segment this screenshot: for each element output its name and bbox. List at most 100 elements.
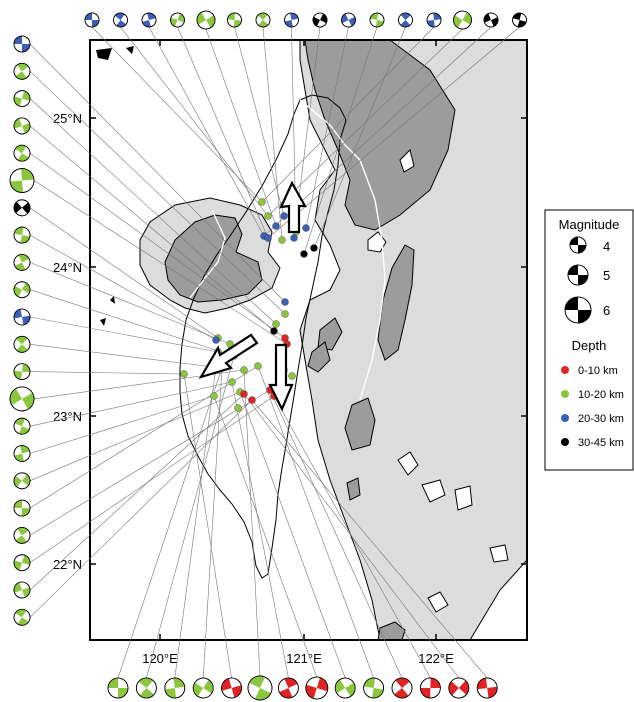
epicenter-24 [180, 370, 188, 378]
legend-depth-label-0: 0-10 km [578, 365, 618, 377]
beachball-top-9 [341, 12, 356, 28]
epicenter-11 [310, 244, 318, 252]
beachball-left-2 [13, 90, 31, 107]
lat-label-25: 25°N [53, 111, 82, 126]
legend-mag-5: 5 [603, 268, 610, 283]
epicenter-10 [300, 250, 308, 258]
epicenter-4 [272, 222, 280, 230]
legend-ball-6 [564, 296, 592, 324]
beachball-bottom-3 [192, 677, 214, 699]
epicenter-3 [264, 234, 272, 242]
epicenter-8 [290, 234, 298, 242]
beachball-left-11 [13, 335, 31, 353]
anomaly-dark-blob-4 [346, 477, 361, 501]
beachball-bottom-12 [448, 677, 470, 699]
map-layers [96, 40, 527, 640]
beachball-left-19 [13, 554, 31, 572]
beachballs [9, 10, 527, 701]
beachball-left-13 [9, 386, 35, 412]
legend-depth-dot-0 [561, 366, 569, 374]
beachball-left-9 [13, 281, 31, 299]
beachball-top-0 [84, 12, 100, 28]
legend-depth-title: Depth [572, 338, 607, 353]
beachball-top-6 [255, 12, 271, 28]
lat-label-22: 22°N [53, 557, 82, 572]
beachball-bottom-2 [164, 677, 186, 699]
epicenter-9 [302, 224, 310, 232]
beachball-bottom-5 [247, 675, 273, 701]
beachball-top-13 [453, 10, 472, 30]
anomaly-dark-blob-1 [317, 317, 343, 351]
anomaly-light-patch-5 [454, 485, 473, 511]
beachball-left-3 [13, 117, 31, 135]
beachball-top-5 [227, 12, 242, 28]
connector-lines [29, 26, 520, 679]
legend-depth-label-2: 20-30 km [578, 413, 624, 425]
anomaly-dark-west [164, 214, 263, 303]
beachball-bottom-10 [391, 677, 413, 699]
beachball-left-14 [13, 417, 31, 435]
legend-box [544, 209, 634, 471]
legend-depth-dot-1 [561, 390, 569, 398]
lon-label-122: 122°E [418, 651, 454, 666]
arrow-southwest [198, 333, 259, 379]
epicenter-0 [258, 198, 266, 206]
epicenter-29 [254, 362, 262, 370]
beachball-left-8 [13, 253, 31, 271]
legend-magnitude-balls [564, 236, 592, 324]
anomaly-light-patch-3 [397, 451, 419, 476]
map-frame [89, 39, 528, 641]
legend-depth-label-3: 30-45 km [578, 437, 624, 449]
beachball-left-17 [13, 499, 31, 517]
anomaly-light-patch-7 [427, 591, 449, 613]
anomaly-dark-blob-5 [377, 621, 406, 640]
legend-depth-classes: 0-10 km 10-20 km 20-30 km 30-45 km [561, 365, 624, 449]
beachball-left-5 [9, 168, 35, 193]
taiwan-coastline [179, 94, 347, 579]
lat-label-24: 24°N [53, 260, 82, 275]
beachball-left-0 [13, 35, 31, 53]
beachball-bottom-0 [107, 677, 129, 699]
beachball-bottom-7 [305, 676, 329, 700]
axis-ticks [90, 40, 527, 640]
epicenter-33 [248, 396, 256, 404]
beachball-bottom-6 [277, 677, 299, 699]
beachball-top-2 [141, 12, 157, 28]
beachball-bottom-4 [221, 677, 243, 699]
beachball-bottom-9 [363, 677, 385, 699]
epicenter-5 [280, 212, 288, 220]
anomaly-dark-blob-3 [344, 397, 376, 451]
beachball-top-3 [170, 12, 185, 28]
epicenter-25 [240, 366, 248, 374]
beachball-left-1 [13, 62, 31, 80]
anomaly-light-patch-4 [421, 479, 446, 503]
beachball-top-7 [284, 12, 299, 28]
beachball-bottom-13 [476, 677, 498, 699]
lon-label-121: 121°E [286, 651, 322, 666]
beachball-left-7 [13, 226, 31, 244]
epicenter-19 [212, 336, 220, 344]
beachball-top-4 [196, 10, 216, 30]
beachball-top-11 [398, 12, 413, 28]
beachball-top-12 [426, 12, 442, 28]
beachball-left-21 [13, 608, 31, 626]
beachball-bottom-1 [135, 677, 157, 699]
legend-ball-4 [569, 236, 587, 254]
beachball-bottom-8 [334, 677, 356, 699]
lat-label-23: 23°N [53, 409, 82, 424]
beachball-left-4 [13, 144, 31, 162]
anomaly-light-patch-2 [399, 149, 415, 173]
legend-ball-5 [567, 264, 589, 286]
anomaly-dark-ridge [377, 244, 415, 361]
legend-depth-label-1: 10-20 km [578, 389, 624, 401]
epicenter-15 [270, 327, 278, 335]
beachball-bottom-11 [419, 677, 441, 699]
anomaly-dark-blob-2 [307, 341, 331, 373]
west-basin-line [189, 209, 226, 299]
anomaly-dark-northeast [304, 40, 456, 231]
beachball-left-12 [13, 363, 31, 381]
legend-depth-dot-2 [561, 414, 569, 422]
epicenter-13 [281, 310, 289, 318]
legend-mag-6: 6 [603, 303, 610, 318]
legend-mag-4: 4 [603, 239, 610, 254]
